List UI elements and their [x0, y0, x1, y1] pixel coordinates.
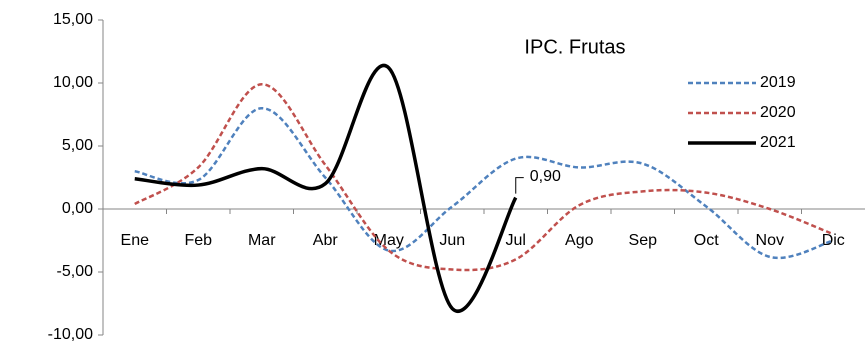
x-tick-label: Feb	[184, 232, 212, 249]
y-tick-label: 15,00	[53, 11, 93, 28]
x-tick-label: Mar	[248, 232, 276, 249]
x-tick-label: Ago	[565, 232, 594, 249]
legend-label: 2021	[760, 134, 796, 151]
line-series	[134, 83, 834, 272]
line-series	[134, 63, 518, 313]
legend-label: 2019	[760, 74, 796, 91]
data-label: 0,90	[530, 168, 561, 185]
x-tick-label: Dic	[822, 232, 845, 249]
x-tick-label: Sep	[629, 232, 658, 249]
x-tick-label: Ene	[121, 232, 150, 249]
x-tick-label: Oct	[694, 232, 719, 249]
y-tick-label: 5,00	[62, 137, 93, 154]
label-leader	[515, 177, 524, 194]
y-tick-label: -10,00	[48, 326, 93, 343]
line-series	[134, 106, 834, 260]
x-tick-label: Jun	[439, 232, 465, 249]
chart-title: IPC. Frutas	[524, 36, 625, 58]
x-tick-label: Nov	[756, 232, 784, 249]
y-tick-label: 0,00	[62, 200, 93, 217]
y-tick-label: -5,00	[57, 263, 94, 280]
legend-label: 2020	[760, 104, 796, 121]
x-tick-label: May	[374, 232, 404, 249]
y-tick-label: 10,00	[53, 74, 93, 91]
x-tick-label: Jul	[506, 232, 526, 249]
x-tick-label: Abr	[313, 232, 339, 249]
